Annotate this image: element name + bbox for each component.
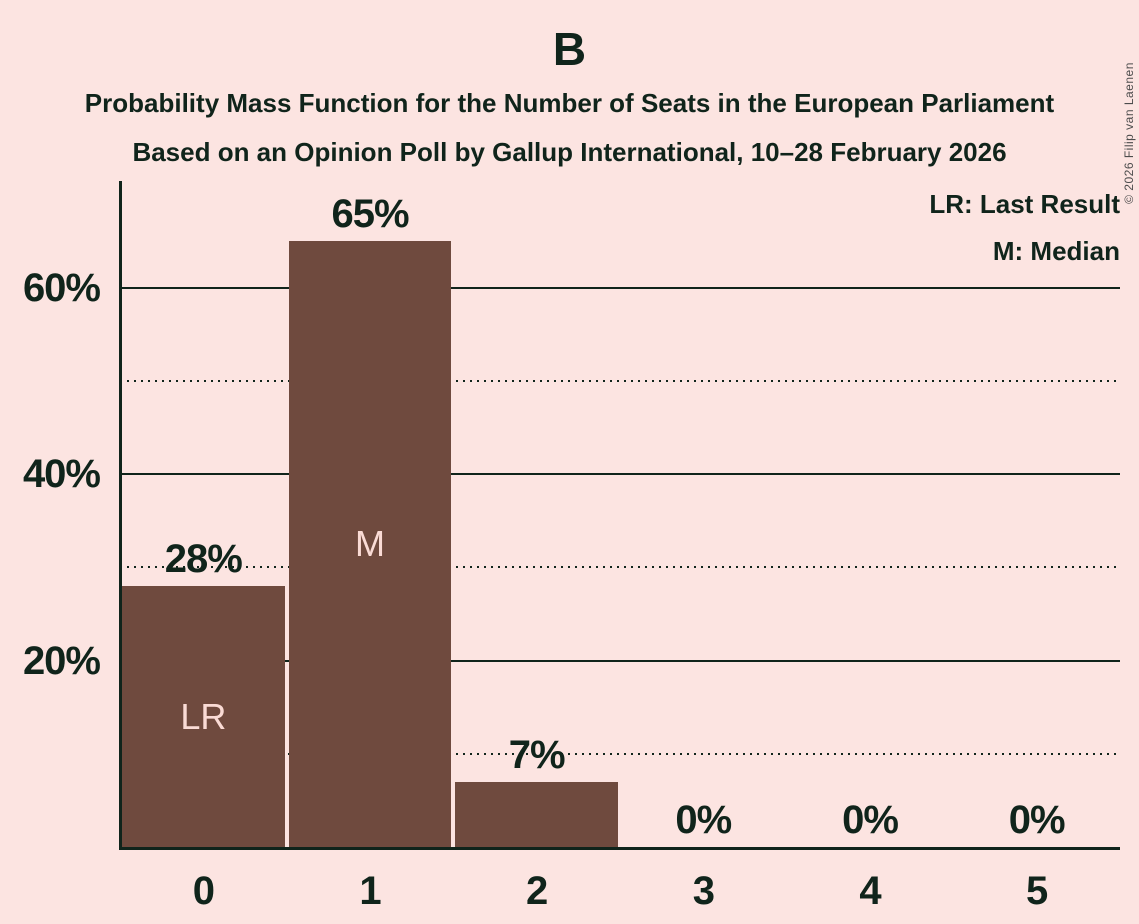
x-tick-label-3: 3 xyxy=(692,869,715,913)
bar-value-label-3: 0% xyxy=(675,798,732,842)
gridline-10pct xyxy=(120,752,1120,755)
bar-value-label-0: 28% xyxy=(164,537,243,582)
bar-value-label-2: 7% xyxy=(508,732,566,777)
chart-subtitle-main: Probability Mass Function for the Number… xyxy=(84,88,1055,118)
x-tick-label-0: 0 xyxy=(192,869,215,913)
legend-last-result: LR: Last Result xyxy=(929,189,1120,219)
copyright-note: © 2026 Filip van Laenen xyxy=(1120,8,1138,258)
chart-subtitle-source: Based on an Opinion Poll by Gallup Inter… xyxy=(132,137,1007,167)
bar-2 xyxy=(455,781,618,847)
y-tick-label-40: 40% xyxy=(22,452,101,497)
copyright-text: © 2026 Filip van Laenen xyxy=(1122,62,1137,204)
x-tick-label-2: 2 xyxy=(526,869,548,913)
bar-value-label-5: 0% xyxy=(1008,798,1066,842)
bar-1 xyxy=(288,241,452,847)
gridline-60pct xyxy=(120,286,1120,289)
y-tick-label-20: 20% xyxy=(22,638,101,683)
bar-value-label-4: 0% xyxy=(842,798,899,842)
legend-median: M: Median xyxy=(992,236,1120,266)
bar-value-label-1: 65% xyxy=(331,192,409,237)
chart-legend: LR: Last Result M: Median xyxy=(929,181,1120,275)
gridline-30pct xyxy=(120,566,1120,569)
bar-0 xyxy=(122,586,285,847)
gridline-20pct xyxy=(120,659,1120,662)
x-tick-label-1: 1 xyxy=(359,869,381,913)
y-axis-line xyxy=(119,181,122,850)
gridline-50pct xyxy=(120,380,1120,383)
bar-annotation-M: M xyxy=(354,523,385,565)
bar-annotation-LR: LR xyxy=(180,695,227,737)
page-title: B xyxy=(552,23,587,75)
x-tick-label-5: 5 xyxy=(1026,869,1048,913)
x-tick-label-4: 4 xyxy=(859,869,881,913)
x-axis-line xyxy=(119,847,1120,850)
y-tick-label-60: 60% xyxy=(22,265,101,310)
gridline-40pct xyxy=(120,473,1120,476)
